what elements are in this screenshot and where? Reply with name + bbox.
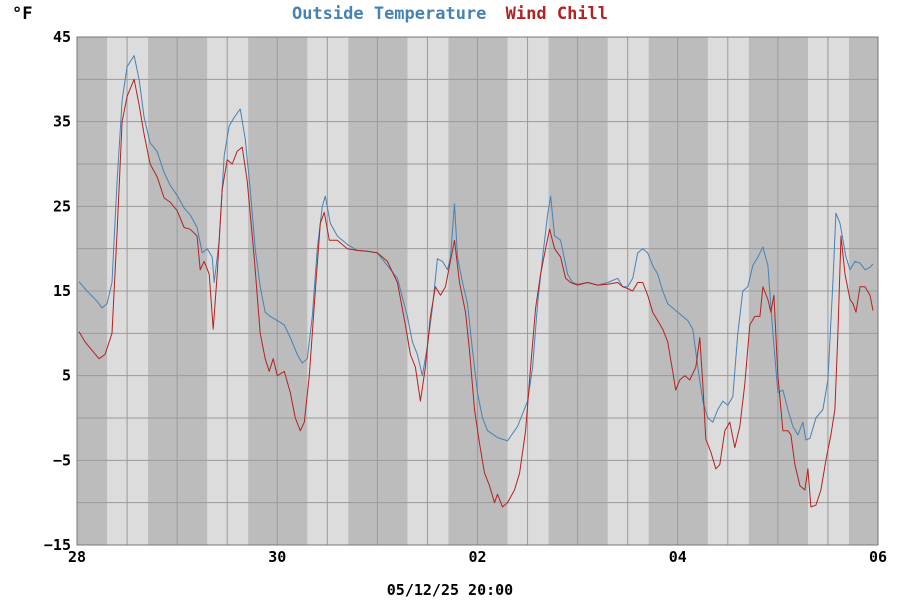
y-axis-tick-labels: −15 −5 5 15 25 35 45 <box>44 28 71 554</box>
y-tick-label: −5 <box>53 451 71 469</box>
x-tick-label: 30 <box>268 548 286 566</box>
x-tick-label: 06 <box>869 548 887 566</box>
timestamp-footer: 05/12/25 20:00 <box>387 581 513 599</box>
plot-border <box>76 36 879 546</box>
y-tick-label: 15 <box>53 282 71 300</box>
x-tick-label: 02 <box>468 548 486 566</box>
x-tick-label: 28 <box>68 548 86 566</box>
series-lines <box>78 55 874 508</box>
chart-title: Outside Temperature Wind Chill <box>292 4 608 24</box>
y-tick-label: 5 <box>62 367 71 385</box>
legend-outside-temperature: Outside Temperature <box>292 4 486 24</box>
x-axis-tick-labels: 28 30 02 04 06 <box>68 548 887 566</box>
y-tick-label: 35 <box>53 113 71 131</box>
y-tick-label: 45 <box>53 28 71 46</box>
series-line-wind-chill <box>78 78 874 508</box>
y-tick-label: −15 <box>44 536 71 554</box>
series-line-outside-temperature <box>78 55 874 442</box>
x-tick-label: 04 <box>669 548 687 566</box>
y-unit-label: °F <box>12 4 32 24</box>
grid-lines <box>77 36 878 546</box>
legend-wind-chill: Wind Chill <box>506 4 608 24</box>
y-tick-label: 25 <box>53 197 71 215</box>
